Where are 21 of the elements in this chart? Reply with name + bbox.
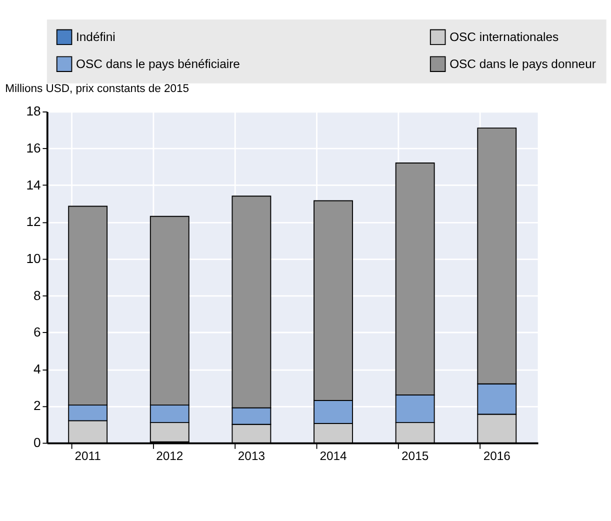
y-tick-label: 6 <box>34 324 41 340</box>
x-tick-label: 2012 <box>156 449 184 464</box>
x-tick-label: 2011 <box>74 449 102 464</box>
y-tick-label: 12 <box>26 214 41 230</box>
y-tick-label: 10 <box>26 250 41 266</box>
y-tick-label: 14 <box>26 177 41 192</box>
legend-label: OSC internationales <box>450 30 559 44</box>
legend-label: Indéfini <box>76 30 116 44</box>
y-tick-label: 8 <box>34 288 41 303</box>
x-tick-label: 2015 <box>402 449 429 464</box>
legend-label: OSC dans le pays bénéficiaire <box>76 56 240 71</box>
x-tick-label: 2016 <box>483 449 511 464</box>
y-tick-label: 0 <box>34 435 41 450</box>
x-tick-label: 2014 <box>320 449 348 464</box>
y-tick-label: 2 <box>34 398 41 414</box>
x-tick-label: 2013 <box>238 449 266 464</box>
legend-label: OSC dans le pays donneur <box>450 56 596 71</box>
y-axis-title: Millions USD, prix constants de 2015 <box>5 83 190 96</box>
y-tick-label: 18 <box>26 104 41 119</box>
y-tick-label: 16 <box>26 140 41 156</box>
y-tick-label: 4 <box>34 361 41 376</box>
